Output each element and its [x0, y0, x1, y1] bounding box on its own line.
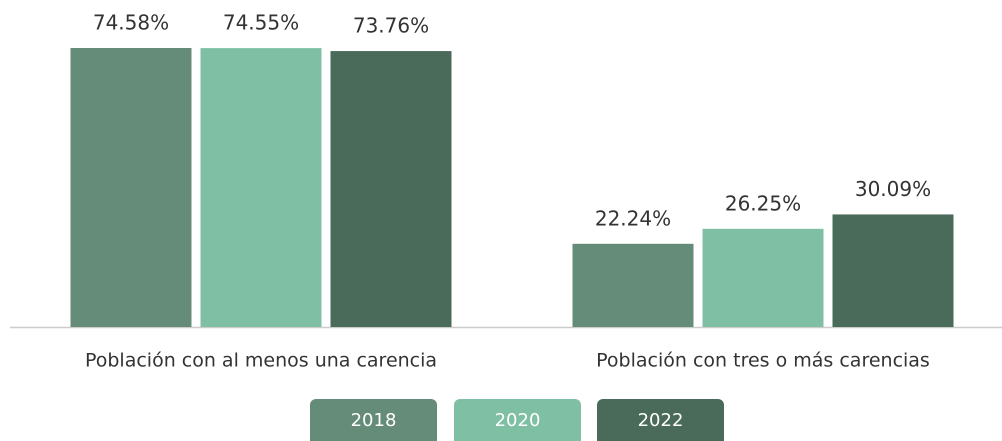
bar — [832, 214, 954, 327]
value-label: 26.25% — [725, 191, 801, 215]
bar — [572, 243, 694, 327]
legend-label[interactable]: 2022 — [638, 410, 684, 431]
category-label: Población con al menos una carencia — [85, 350, 437, 372]
value-label: 30.09% — [855, 177, 931, 201]
bar — [200, 48, 322, 327]
legend-label[interactable]: 2018 — [351, 410, 397, 431]
value-label: 74.55% — [223, 11, 299, 35]
legend-swatch[interactable] — [310, 399, 437, 441]
value-label: 22.24% — [595, 206, 671, 230]
value-label: 73.76% — [353, 14, 429, 38]
legend-swatch[interactable] — [454, 399, 581, 441]
legend-label[interactable]: 2020 — [495, 410, 541, 431]
bar — [330, 51, 452, 328]
value-label: 74.58% — [93, 11, 169, 35]
category-label: Población con tres o más carencias — [596, 350, 930, 372]
bar — [70, 48, 192, 327]
legend-swatch[interactable] — [597, 399, 724, 441]
bar — [702, 228, 824, 327]
